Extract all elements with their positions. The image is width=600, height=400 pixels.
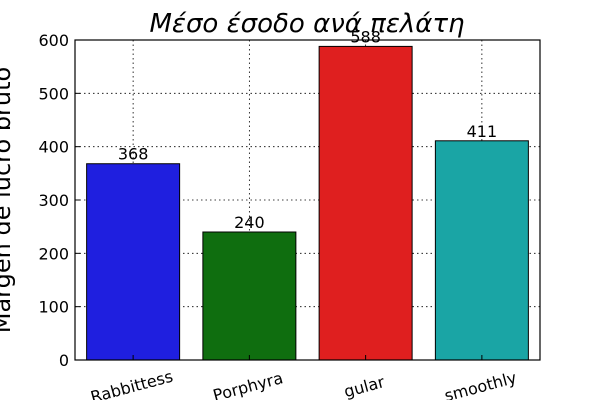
y-tick-label-200: 200: [38, 244, 69, 263]
y-tick-label-300: 300: [38, 191, 69, 210]
x-tick-label-rabbittess: Rabbittess: [88, 367, 174, 400]
y-tick-label-0: 0: [59, 351, 69, 370]
data-label-porphyra: 240: [234, 213, 265, 232]
bar-gular: [318, 45, 413, 361]
chart-title: Μέσο έσοδο ανά πελάτη: [149, 9, 464, 39]
data-label-gular: 588: [350, 27, 381, 46]
x-tick-label-smoothly: smoothly: [442, 368, 518, 400]
x-tick-labels: Rabbittess Porphyra gular smoothly: [88, 355, 519, 400]
bars-layer: [86, 45, 529, 361]
data-labels: 368 240 588 411: [118, 27, 497, 232]
y-tick-label-400: 400: [38, 138, 69, 157]
y-tick-label-600: 600: [38, 31, 69, 50]
data-label-rabbittess: 368: [118, 145, 149, 164]
y-tick-label-100: 100: [38, 298, 69, 317]
y-tick-label-500: 500: [38, 84, 69, 103]
x-tick-label-gular: gular: [342, 372, 387, 400]
data-label-smoothly: 411: [467, 122, 498, 141]
bar-smoothly: [434, 140, 529, 361]
x-tick-label-porphyra: Porphyra: [211, 368, 285, 400]
y-tick-labels: 0 100 200 300 400 500 600: [38, 31, 80, 370]
bar-porphyra: [202, 231, 297, 361]
y-axis-label: Margen de lucro bruto: [0, 67, 16, 333]
bar-rabbittess: [86, 163, 181, 361]
